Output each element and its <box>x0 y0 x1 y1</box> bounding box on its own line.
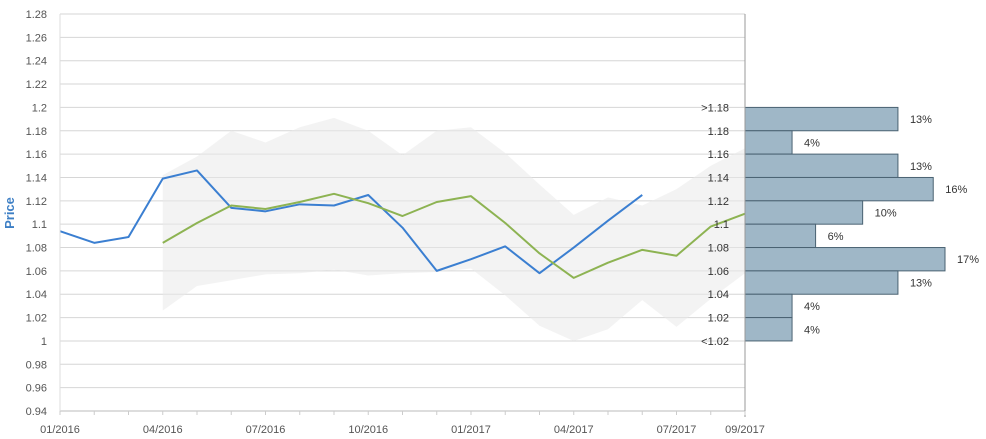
distribution-histogram: 13% >1.18 4% 1.18 13% 1.16 16% 1.14 10% 1.12 6% 1.1… <box>701 102 979 348</box>
histogram-bin-label: 1.1 <box>714 219 729 231</box>
histogram-value-label: 4% <box>804 301 820 313</box>
x-tick-label: 01/2016 <box>40 424 80 436</box>
histogram-bar <box>744 200 864 225</box>
x-tick-label: 09/2017 <box>725 424 765 436</box>
y-tick-label: 0.96 <box>26 383 47 395</box>
histogram-value-label: 4% <box>804 137 820 149</box>
y-tick-label: 1.22 <box>26 79 47 91</box>
histogram-value-label: 6% <box>828 231 844 243</box>
y-tick-label: 1.18 <box>26 126 47 138</box>
histogram-bar <box>744 293 793 319</box>
y-tick-label: 1.04 <box>26 289 47 301</box>
y-tick-label: 1.12 <box>26 196 47 208</box>
y-tick-label: 1.1 <box>32 219 47 231</box>
y-tick-label: 1.14 <box>26 172 47 184</box>
histogram-bin-label: 1.12 <box>708 196 729 208</box>
y-tick-label: 1.08 <box>26 243 47 255</box>
y-axis-title: Price <box>2 197 17 229</box>
histogram-value-label: 17% <box>957 254 979 266</box>
actual-price-line <box>59 169 643 275</box>
histogram-bar <box>744 130 793 155</box>
x-tick-label: 07/2016 <box>246 424 286 436</box>
histogram-bin-label: 1.14 <box>708 172 729 184</box>
histogram-bar <box>744 270 899 295</box>
histogram-value-label: 10% <box>875 208 897 220</box>
y-tick-label: 1.2 <box>32 102 47 114</box>
histogram-bar <box>744 106 899 132</box>
y-tick-label: 1.16 <box>26 149 47 161</box>
x-tick-label: 07/2017 <box>657 424 697 436</box>
histogram-bin-label: 1.06 <box>708 266 729 278</box>
forecast-band <box>162 117 745 341</box>
histogram-bin-label: 1.04 <box>708 289 729 301</box>
x-tick-label: 04/2016 <box>143 424 183 436</box>
series-lines <box>59 169 746 279</box>
forecast-band-area <box>162 117 745 341</box>
histogram-bar <box>744 176 934 202</box>
y-tick-label: 1.28 <box>26 9 47 21</box>
x-tick-label: 01/2017 <box>451 424 491 436</box>
histogram-bar <box>744 247 946 272</box>
histogram-bin-label: <1.02 <box>701 336 729 348</box>
histogram-bar <box>744 223 817 249</box>
histogram-bar <box>744 153 899 178</box>
histogram-bin-label: 1.08 <box>708 243 729 255</box>
histogram-value-label: 13% <box>910 114 932 126</box>
y-tick-label: 1 <box>41 336 47 348</box>
x-tick-label: 10/2016 <box>348 424 388 436</box>
histogram-value-label: 4% <box>804 324 820 336</box>
y-tick-label: 0.98 <box>26 359 47 371</box>
histogram-bin-label: 1.16 <box>708 149 729 161</box>
forecast-price-line <box>162 192 746 279</box>
x-tick-label: 04/2017 <box>554 424 594 436</box>
histogram-bar <box>744 317 793 342</box>
histogram-bin-label: 1.18 <box>708 126 729 138</box>
histogram-bin-label: >1.18 <box>701 102 729 114</box>
y-tick-label: 1.02 <box>26 313 47 325</box>
histogram-value-label: 13% <box>910 161 932 173</box>
histogram-bin-label: 1.02 <box>708 313 729 325</box>
y-tick-label: 1.26 <box>26 32 47 44</box>
y-tick-label: 1.24 <box>26 56 47 68</box>
y-tick-label: 1.06 <box>26 266 47 278</box>
y-tick-label: 0.94 <box>26 406 47 418</box>
axes: 0.94 0.96 0.98 1 1.02 1.04 1.06 1.08 1.1 1.12 1.14… <box>26 9 765 436</box>
histogram-value-label: 13% <box>910 278 932 290</box>
histogram-value-label: 16% <box>945 184 967 196</box>
